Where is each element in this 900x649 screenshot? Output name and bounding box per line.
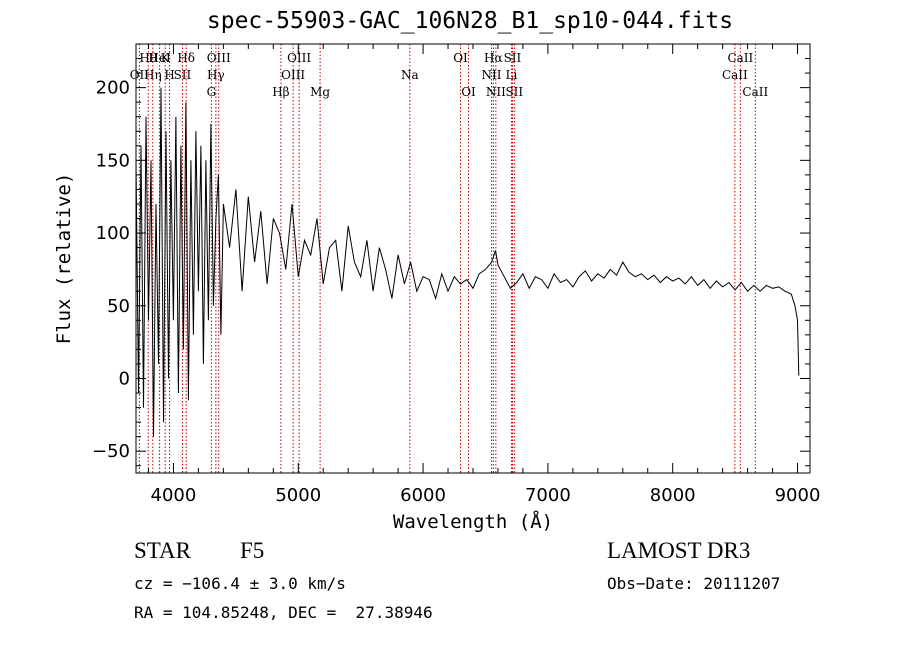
line-marker-label: Na [401,68,419,82]
x-axis-label: Wavelength (Å) [393,510,553,533]
y-tick-label: 50 [107,296,130,317]
y-axis-label: Flux (relative) [53,173,75,345]
x-tick-label: 9000 [775,485,821,506]
line-marker-label: SII [504,51,522,65]
y-tick-label: 200 [96,78,130,99]
line-marker-label: OIII [207,51,231,65]
line-marker-label: CaII [742,85,768,99]
y-tick-label: 0 [119,368,130,389]
line-marker-label: G [207,85,217,99]
line-marker-label: CaII [722,68,748,82]
series-line-flux [136,87,800,437]
y-tick-label: 150 [96,150,130,171]
x-tick-label: 4000 [151,485,197,506]
line-marker-label: OIII [281,68,305,82]
y-tick-label: 100 [96,223,130,244]
line-marker-label: NII [481,68,501,82]
line-marker-label: SII [174,68,192,82]
line-marker-label: Hη [144,68,162,82]
line-marker-label: K [161,51,171,65]
chart-title: spec-55903-GAC_106N28_B1_sp10-044.fits [206,8,734,34]
line-marker-label: Li [506,68,518,82]
line-marker-label: HeI [148,51,171,65]
x-tick-label: 8000 [650,485,696,506]
line-marker-label: Mg [310,85,330,99]
line-marker-label: OIII [287,51,311,65]
line-marker-label: OI [461,85,476,99]
line-marker-label: Hθ [139,51,157,65]
object-class: STAR [134,538,191,563]
line-marker-label: Hγ [207,68,225,82]
plot-frame [135,43,811,474]
line-marker-label: OII [130,68,150,82]
line-marker-label: OI [453,51,468,65]
x-tick-label: 7000 [525,485,571,506]
line-marker-label: Hδ [177,51,195,65]
cz-value: cz = −106.4 ± 3.0 km/s [134,574,346,593]
coordinates: RA = 104.85248, DEC = 27.38946 [134,603,433,622]
line-marker-label: Hβ [272,85,289,99]
line-marker-label: CaII [727,51,753,65]
obs-date: Obs−Date: 20111207 [607,574,781,593]
survey-label: LAMOST DR3 [607,538,751,563]
line-marker-label: SII [505,85,523,99]
line-marker-label: Hα [484,51,503,65]
x-tick-label: 6000 [400,485,446,506]
y-tick-label: −50 [92,441,130,462]
object-subclass: F5 [240,538,265,563]
x-tick-label: 5000 [275,485,321,506]
line-marker-label: NII [486,85,506,99]
line-marker-label: H [164,68,174,82]
